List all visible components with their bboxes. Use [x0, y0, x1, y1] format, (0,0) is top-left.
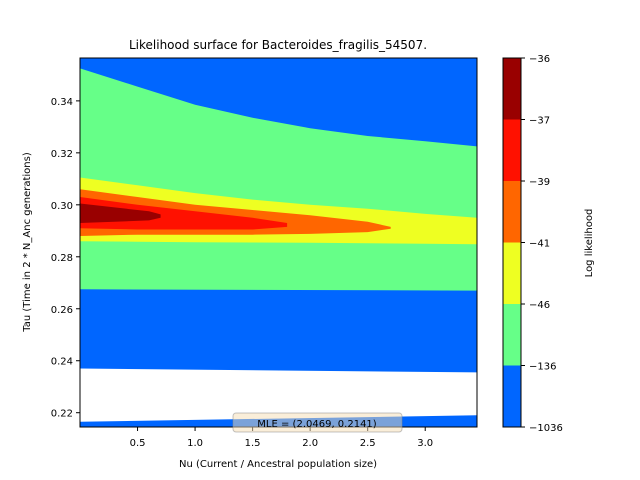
- colorbar-segment: [503, 58, 521, 120]
- y-tick-label: 0.34: [51, 97, 73, 108]
- y-axis-ticks: 0.22 0.24 0.26 0.28 0.30 0.32 0.34: [51, 97, 80, 420]
- colorbar-tick-label: −41: [529, 239, 550, 250]
- colorbar-tick-label: −1036: [529, 423, 563, 434]
- contour-region-5: [80, 203, 161, 223]
- y-tick-label: 0.28: [51, 253, 73, 264]
- contour-regions: [80, 58, 477, 427]
- y-tick-label: 0.22: [51, 409, 73, 420]
- plot-area: [79, 57, 478, 428]
- y-tick-label: 0.32: [51, 149, 73, 160]
- y-tick-label: 0.26: [51, 305, 73, 316]
- mle-annotation: MLE = (2.0469, 0.2141): [232, 412, 403, 433]
- x-tick-label: 1.0: [187, 438, 203, 449]
- colorbar-tick-label: −136: [529, 362, 556, 373]
- colorbar-segment: [503, 119, 521, 182]
- colorbar-tick-label: −36: [529, 54, 550, 65]
- colorbar-label: Log likelihood: [584, 209, 595, 278]
- y-axis-label: Tau (Time in 2 * N_Anc generations): [22, 152, 33, 333]
- x-axis-label: Nu (Current / Ancestral population size): [179, 459, 377, 470]
- colorbar-tick-label: −39: [529, 177, 550, 188]
- x-tick-label: 3.0: [417, 438, 433, 449]
- x-tick-label: 2.5: [360, 438, 376, 449]
- mle-text: MLE = (2.0469, 0.2141): [257, 419, 376, 430]
- contour-region-4: [80, 197, 288, 230]
- contour-region-6: [80, 368, 477, 422]
- y-tick-label: 0.30: [51, 201, 73, 212]
- colorbar-tick-label: −37: [529, 116, 550, 127]
- x-tick-label: 2.0: [302, 438, 318, 449]
- colorbar: −36 −37 −39 −41 −46 −136 −1036: [502, 54, 563, 434]
- x-tick-label: 0.5: [130, 438, 146, 449]
- colorbar-tick-label: −46: [529, 300, 550, 311]
- colorbar-segment: [503, 304, 521, 366]
- y-tick-label: 0.24: [51, 357, 73, 368]
- colorbar-segment: [503, 365, 521, 428]
- colorbar-segment: [503, 181, 521, 243]
- x-tick-label: 1.5: [245, 438, 261, 449]
- chart-title: Likelihood surface for Bacteroides_fragi…: [129, 38, 427, 52]
- colorbar-segment: [503, 242, 521, 305]
